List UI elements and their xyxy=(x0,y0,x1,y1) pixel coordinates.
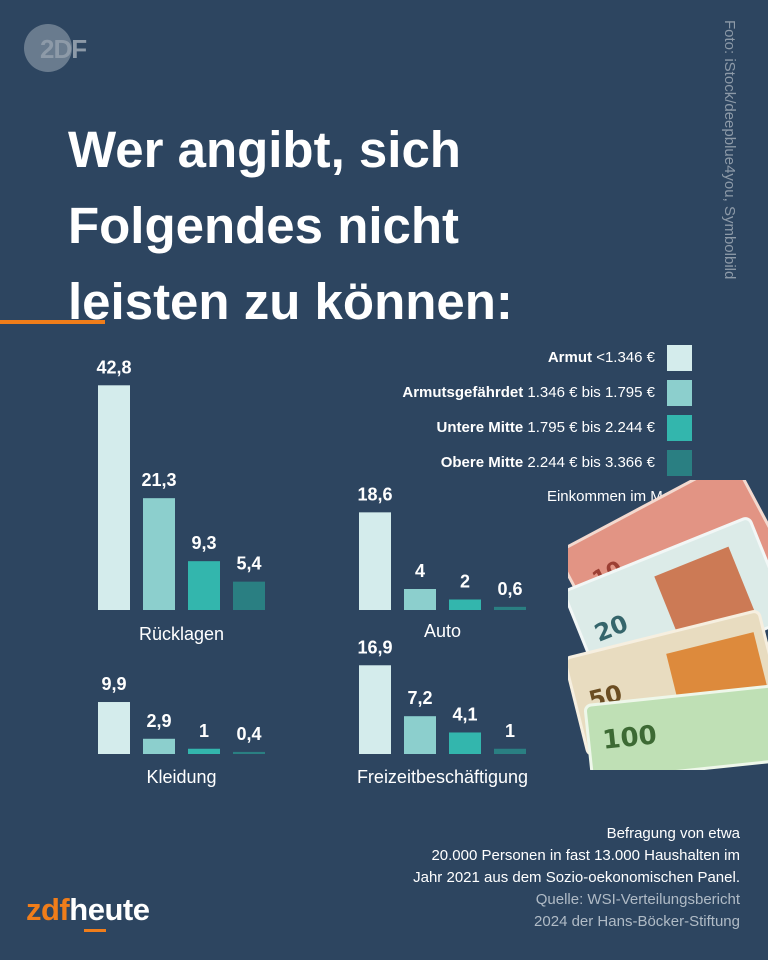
euro-banknotes-icon: 10 20 50 100 xyxy=(568,480,768,770)
bar-chart: 16,9 7,2 4,1 1 Freizeitbeschäftigung xyxy=(357,637,528,787)
legend-range: 2.244 € bis 3.366 € xyxy=(527,454,655,471)
brand-zdf: zdf xyxy=(26,892,70,927)
legend-range: 1.795 € bis 2.244 € xyxy=(527,419,655,436)
title-line-1: Wer angibt, sich xyxy=(68,121,461,178)
bar xyxy=(449,599,481,610)
chart-title: Kleidung xyxy=(146,767,216,787)
brand-heute: heute xyxy=(69,892,150,927)
legend-item-obere-mitte: Obere Mitte 2.244 € bis 3.366 € xyxy=(441,447,692,478)
source-line: 2024 der Hans-Böcker-Stiftung xyxy=(534,913,740,930)
legend-item-untere-mitte: Untere Mitte 1.795 € bis 2.244 € xyxy=(437,412,692,443)
legend: Armut <1.346 € Armutsgefährdet 1.346 € b… xyxy=(402,342,692,505)
bar-chart: 18,6 4 2 0,6 Auto xyxy=(357,484,526,641)
footnote: Befragung von etwa 20.000 Personen in fa… xyxy=(413,823,740,933)
bar xyxy=(233,751,265,754)
data-label: 2 xyxy=(460,572,470,592)
data-label: 2,9 xyxy=(146,711,171,731)
footnote-line: 20.000 Personen in fast 13.000 Haushalte… xyxy=(431,847,740,864)
bar xyxy=(359,512,391,610)
chart-title: Rücklagen xyxy=(139,624,224,644)
bar xyxy=(98,702,130,754)
legend-name: Untere Mitte xyxy=(436,419,524,436)
bar xyxy=(143,498,175,610)
legend-range: <1.346 € xyxy=(596,349,655,366)
zdfheute-logo: zdfheute xyxy=(26,892,150,928)
data-label: 0,6 xyxy=(497,579,522,599)
bar xyxy=(494,748,526,754)
bar xyxy=(494,606,526,610)
bar xyxy=(188,561,220,610)
data-label: 4,1 xyxy=(452,704,477,724)
legend-range: 1.346 € bis 1.795 € xyxy=(527,384,655,401)
legend-name: Armutsgefährdet xyxy=(402,384,524,401)
footnote-line: Befragung von etwa xyxy=(606,825,740,842)
bar xyxy=(449,732,481,754)
bar xyxy=(233,581,265,610)
legend-swatch xyxy=(667,449,692,476)
data-label: 9,3 xyxy=(191,533,216,553)
bar-chart: 42,8 21,3 9,3 5,4 Rücklagen xyxy=(96,357,265,644)
data-label: 1 xyxy=(505,721,515,741)
bar-chart: 9,9 2,9 1 0,4 Kleidung xyxy=(98,674,265,787)
bar xyxy=(98,385,130,610)
data-label: 1 xyxy=(199,721,209,741)
legend-swatch xyxy=(667,344,692,371)
source-line: Quelle: WSI-Verteilungsbericht xyxy=(535,891,740,908)
data-label: 18,6 xyxy=(357,484,392,504)
bar xyxy=(404,716,436,754)
page-title: Wer angibt, sich Folgendes nicht leisten… xyxy=(68,112,628,340)
chart-title: Auto xyxy=(424,621,461,641)
legend-item-armut: Armut <1.346 € xyxy=(548,342,692,373)
legend-name: Obere Mitte xyxy=(440,454,524,471)
title-line-3: leisten zu können: xyxy=(68,273,513,330)
data-label: 7,2 xyxy=(407,688,432,708)
svg-text:100: 100 xyxy=(601,720,658,756)
zdf-logo-circle xyxy=(24,24,72,72)
data-label: 16,9 xyxy=(357,637,392,657)
brand-underline xyxy=(84,929,106,932)
accent-rule xyxy=(0,320,105,324)
legend-name: Armut xyxy=(547,349,593,366)
data-label: 42,8 xyxy=(96,357,131,377)
legend-swatch xyxy=(667,414,692,441)
legend-swatch xyxy=(667,379,692,406)
chart-title: Freizeitbeschäftigung xyxy=(357,767,528,787)
data-label: 21,3 xyxy=(141,470,176,490)
title-line-2: Folgendes nicht xyxy=(68,197,460,254)
bar xyxy=(404,589,436,610)
data-label: 9,9 xyxy=(101,674,126,694)
data-label: 4 xyxy=(415,561,425,581)
bar xyxy=(143,738,175,754)
bar xyxy=(359,665,391,754)
data-label: 5,4 xyxy=(236,554,261,574)
legend-item-armutsgefaehrdet: Armutsgefährdet 1.346 € bis 1.795 € xyxy=(402,377,692,408)
data-label: 0,4 xyxy=(236,724,261,744)
footnote-line: Jahr 2021 aus dem Sozio-oekonomischen Pa… xyxy=(413,869,740,886)
zdf-logo: 2DF xyxy=(40,34,87,64)
bar xyxy=(188,748,220,754)
